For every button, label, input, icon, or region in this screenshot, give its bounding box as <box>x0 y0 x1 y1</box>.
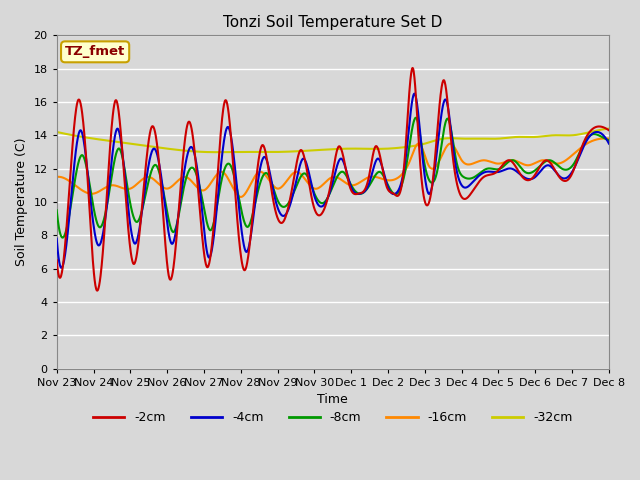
Y-axis label: Soil Temperature (C): Soil Temperature (C) <box>15 138 28 266</box>
Title: Tonzi Soil Temperature Set D: Tonzi Soil Temperature Set D <box>223 15 442 30</box>
X-axis label: Time: Time <box>317 393 348 406</box>
Legend: -2cm, -4cm, -8cm, -16cm, -32cm: -2cm, -4cm, -8cm, -16cm, -32cm <box>88 406 578 429</box>
Text: TZ_fmet: TZ_fmet <box>65 45 125 59</box>
